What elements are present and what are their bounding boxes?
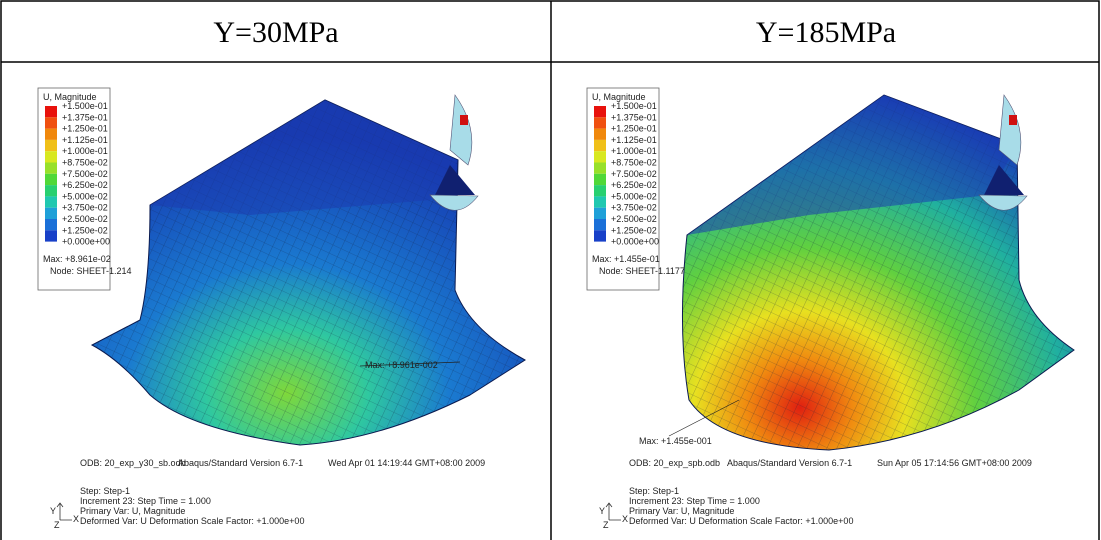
increment-info: Increment 23: Step Time = 1.000 <box>629 496 760 506</box>
legend-label: +5.000e-02 <box>611 191 657 201</box>
legend-label: +1.375e-01 <box>62 112 108 122</box>
legend-label: +1.500e-01 <box>62 101 108 111</box>
version-info: Abaqus/Standard Version 6.7-1 <box>727 458 852 468</box>
panel: U, Magnitude+1.500e-01+1.375e-01+1.250e-… <box>38 88 525 530</box>
max-label: Max: +1.455e-01 <box>592 254 660 264</box>
legend-label: +0.000e+00 <box>62 237 110 247</box>
figure-table: Y=30MPa Y=185MPa U, Magnitude+1.500e-01+… <box>0 0 1101 540</box>
triad-label: Y <box>599 506 605 516</box>
version-info: Abaqus/Standard Version 6.7-1 <box>178 458 303 468</box>
legend-band <box>45 106 57 117</box>
legend-label: +8.750e-02 <box>62 158 108 168</box>
increment-info: Increment 23: Step Time = 1.000 <box>80 496 211 506</box>
odb-info: ODB: 20_exp_spb.odb <box>629 458 720 468</box>
legend-band <box>45 219 57 230</box>
deformed-info: Deformed Var: U Deformation Scale Factor… <box>80 516 304 526</box>
legend-label: +1.500e-01 <box>611 101 657 111</box>
legend-label: +5.000e-02 <box>62 191 108 201</box>
legend-band <box>45 230 57 241</box>
triad <box>57 503 72 520</box>
triad-label: Z <box>603 520 609 530</box>
legend-label: +7.500e-02 <box>62 169 108 179</box>
legend-band <box>45 140 57 151</box>
legend-label: +1.000e-01 <box>611 146 657 156</box>
legend-band <box>45 196 57 207</box>
legend-band <box>594 129 606 140</box>
legend-label: +7.500e-02 <box>611 169 657 179</box>
legend-band <box>594 185 606 196</box>
legend-label: +1.250e-01 <box>62 124 108 134</box>
step-info: Step: Step-1 <box>80 486 130 496</box>
top-face <box>150 100 458 215</box>
view-glyph <box>1009 115 1017 125</box>
legend-label: +6.250e-02 <box>62 180 108 190</box>
triad-label: Z <box>54 520 60 530</box>
deformed-info: Deformed Var: U Deformation Scale Factor… <box>629 516 853 526</box>
legend-label: +0.000e+00 <box>611 237 659 247</box>
primary-info: Primary Var: U, Magnitude <box>629 506 734 516</box>
legend-label: +1.250e-01 <box>611 124 657 134</box>
legend-label: +3.750e-02 <box>611 203 657 213</box>
triad <box>606 503 621 520</box>
max-annotation: Max: +8.961e-002 <box>365 360 438 370</box>
node-label: Node: SHEET-1.214 <box>50 266 132 276</box>
legend-band <box>45 129 57 140</box>
view-glyph <box>450 95 472 165</box>
max-annotation: Max: +1.455e-001 <box>639 436 712 446</box>
legend-label: +1.125e-01 <box>611 135 657 145</box>
date-info: Sun Apr 05 17:14:56 GMT+08:00 2009 <box>877 458 1032 468</box>
legend-band <box>45 151 57 162</box>
legend-label: +1.125e-01 <box>62 135 108 145</box>
triad-label: X <box>622 514 628 524</box>
odb-info: ODB: 20_exp_y30_sb.odb <box>80 458 186 468</box>
legend-band <box>45 163 57 174</box>
panel: U, Magnitude+1.500e-01+1.375e-01+1.250e-… <box>587 88 1074 530</box>
legend-band <box>45 174 57 185</box>
legend-label: +8.750e-02 <box>611 158 657 168</box>
legend-band <box>594 208 606 219</box>
step-info: Step: Step-1 <box>629 486 679 496</box>
legend-band <box>594 106 606 117</box>
view-glyph <box>460 115 468 125</box>
legend-band <box>594 117 606 128</box>
legend-label: +1.375e-01 <box>611 112 657 122</box>
legend-band <box>45 117 57 128</box>
legend-label: +2.500e-02 <box>611 214 657 224</box>
date-info: Wed Apr 01 14:19:44 GMT+08:00 2009 <box>328 458 485 468</box>
legend-band <box>594 219 606 230</box>
legend-band <box>45 208 57 219</box>
legend-band <box>594 230 606 241</box>
legend-band <box>45 185 57 196</box>
max-label: Max: +8.961e-02 <box>43 254 111 264</box>
legend-label: +1.000e-01 <box>62 146 108 156</box>
legend-band <box>594 174 606 185</box>
triad-label: Y <box>50 506 56 516</box>
legend-label: +3.750e-02 <box>62 203 108 213</box>
primary-info: Primary Var: U, Magnitude <box>80 506 185 516</box>
legend-label: +1.250e-02 <box>62 225 108 235</box>
header: Y=30MPa <box>213 16 338 49</box>
legend-label: +2.500e-02 <box>62 214 108 224</box>
triad-label: X <box>73 514 79 524</box>
legend-band <box>594 140 606 151</box>
legend-band <box>594 196 606 207</box>
legend-band <box>594 151 606 162</box>
header: Y=185MPa <box>756 16 896 49</box>
legend-label: +1.250e-02 <box>611 225 657 235</box>
legend-band <box>594 163 606 174</box>
legend-label: +6.250e-02 <box>611 180 657 190</box>
node-label: Node: SHEET-1.1177 <box>599 266 685 276</box>
